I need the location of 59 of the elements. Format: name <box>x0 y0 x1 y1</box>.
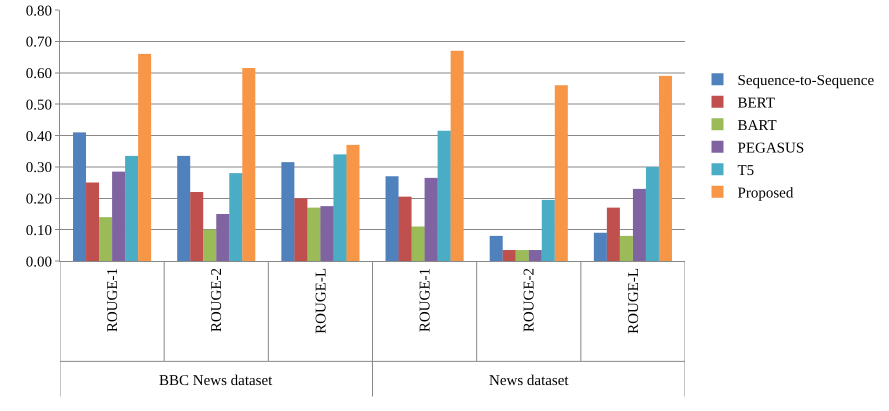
bar <box>398 196 412 261</box>
y-tick-label: 0.00 <box>26 254 52 270</box>
bar <box>333 154 346 261</box>
bar <box>346 144 360 261</box>
y-tick-label: 0.70 <box>26 34 52 51</box>
bar <box>307 208 320 261</box>
bar <box>125 156 138 261</box>
x-tick-label: ROUGE-2 <box>522 268 538 332</box>
bar <box>99 217 112 261</box>
legend-label: T5 <box>738 163 754 180</box>
bar <box>386 176 399 261</box>
bar <box>177 156 190 261</box>
bar <box>632 188 646 261</box>
y-tick-label: 0.50 <box>26 97 52 114</box>
bar <box>73 132 86 261</box>
x-tick-label: ROUGE-2 <box>209 268 226 332</box>
bar <box>516 250 529 261</box>
legend-label: BART <box>738 118 777 134</box>
x-tick-label: ROUGE-1 <box>104 268 121 332</box>
legend-label: BERT <box>738 96 775 112</box>
legend-label: Sequence-to-Sequence <box>738 73 874 90</box>
bar <box>438 130 451 261</box>
bar <box>294 198 308 261</box>
bar <box>320 206 334 261</box>
bar <box>542 200 555 261</box>
bar <box>229 173 242 261</box>
bar <box>554 85 568 261</box>
bar <box>86 182 100 261</box>
bar <box>190 192 204 261</box>
y-tick-label: 0.30 <box>26 160 52 176</box>
bar <box>658 76 672 261</box>
bar <box>606 208 620 261</box>
legend-label: Proposed <box>738 186 794 202</box>
y-tick-label: 0.20 <box>26 192 52 208</box>
text: News dataset <box>489 373 570 389</box>
y-tick-label: 0.80 <box>26 3 52 20</box>
bar <box>112 172 126 261</box>
bar <box>412 226 425 261</box>
bar <box>528 250 542 261</box>
bar <box>203 230 216 261</box>
bar <box>242 68 256 261</box>
bar <box>281 162 294 261</box>
legend-label: PEGASUS <box>738 140 804 157</box>
bar <box>138 54 152 261</box>
y-tick-label: 0.10 <box>26 222 52 239</box>
bar <box>620 236 633 261</box>
bar <box>450 50 464 261</box>
bar <box>646 166 659 261</box>
bar <box>424 178 438 261</box>
y-tick-label: 0.60 <box>26 66 52 82</box>
y-tick-label: 0.40 <box>26 128 52 145</box>
text: BBC News dataset <box>159 373 274 389</box>
x-tick-label: ROUGE-L <box>626 268 642 334</box>
bar <box>216 214 230 261</box>
bar <box>502 250 516 261</box>
x-tick-label: ROUGE-L <box>313 268 330 334</box>
x-tick-label: ROUGE-1 <box>417 268 434 332</box>
bar <box>594 232 607 261</box>
bar <box>490 236 503 261</box>
